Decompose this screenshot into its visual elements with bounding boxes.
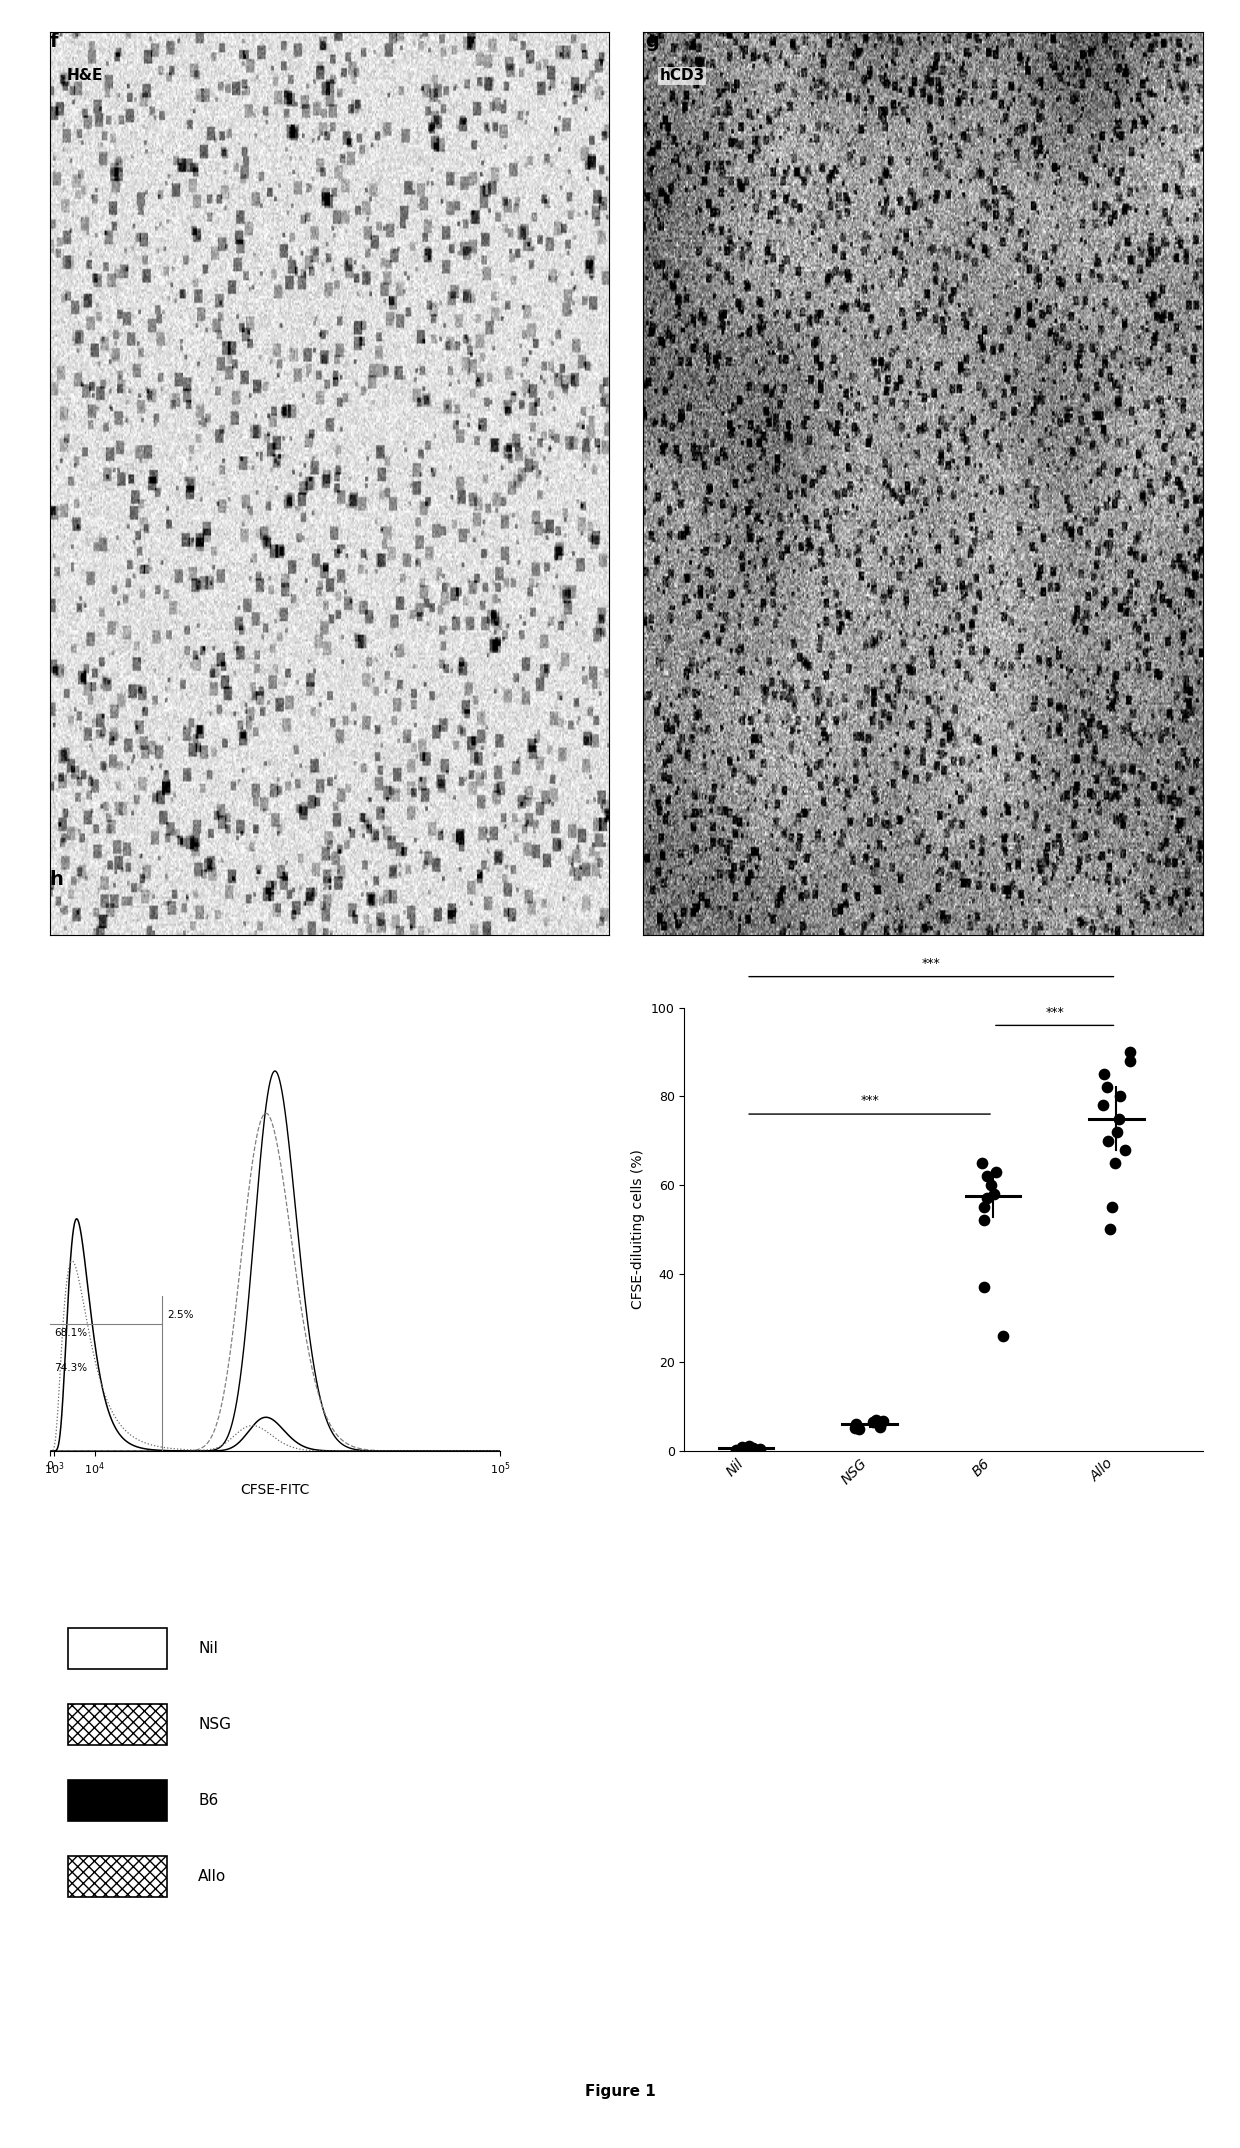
- Point: [1105, 1145, 1125, 1179]
- Point: [739, 1428, 759, 1463]
- Point: [1120, 1044, 1140, 1078]
- Text: hCD3: hCD3: [660, 69, 706, 84]
- Text: 74.3%: 74.3%: [55, 1364, 87, 1373]
- Text: f: f: [50, 32, 58, 52]
- Text: 2.5%: 2.5%: [167, 1310, 193, 1321]
- Point: [743, 1431, 763, 1465]
- Point: [981, 1169, 1001, 1203]
- Point: [973, 1190, 993, 1224]
- Point: [1096, 1070, 1116, 1104]
- Point: [1097, 1123, 1117, 1158]
- Point: [846, 1411, 866, 1446]
- Point: [1110, 1102, 1130, 1136]
- Point: [727, 1433, 746, 1467]
- Point: [1100, 1211, 1120, 1246]
- Point: [977, 1160, 997, 1194]
- Point: [1107, 1115, 1127, 1149]
- Point: [1092, 1089, 1112, 1123]
- Point: [1110, 1078, 1130, 1113]
- Point: [849, 1411, 869, 1446]
- Text: Allo: Allo: [198, 1869, 227, 1884]
- Point: [1102, 1190, 1122, 1224]
- Point: [750, 1433, 770, 1467]
- Point: [873, 1403, 893, 1437]
- Point: [1115, 1132, 1135, 1166]
- Text: H&E: H&E: [67, 69, 103, 84]
- Bar: [68, 1781, 167, 1822]
- Text: g: g: [645, 32, 658, 52]
- Y-axis label: CFSE-diluiting cells (%): CFSE-diluiting cells (%): [631, 1149, 645, 1310]
- Bar: [68, 1703, 167, 1744]
- Point: [975, 1269, 994, 1304]
- Text: Nil: Nil: [198, 1641, 218, 1656]
- Point: [973, 1203, 993, 1237]
- Text: 68.1%: 68.1%: [55, 1327, 87, 1338]
- Point: [972, 1145, 992, 1179]
- Bar: [68, 1628, 167, 1669]
- Point: [977, 1181, 997, 1216]
- Text: ***: ***: [921, 958, 941, 971]
- X-axis label: CFSE-FITC: CFSE-FITC: [241, 1482, 310, 1497]
- Bar: [68, 1856, 167, 1897]
- Point: [847, 1407, 867, 1441]
- Point: [1094, 1057, 1114, 1091]
- Text: NSG: NSG: [198, 1716, 232, 1731]
- Point: [983, 1177, 1003, 1211]
- Point: [870, 1409, 890, 1443]
- Point: [993, 1319, 1013, 1353]
- Point: [866, 1403, 885, 1437]
- Text: h: h: [50, 870, 63, 889]
- Text: ***: ***: [861, 1095, 879, 1108]
- Point: [1120, 1035, 1140, 1070]
- Text: Figure 1: Figure 1: [584, 2084, 656, 2099]
- Point: [986, 1153, 1006, 1188]
- Point: [863, 1405, 883, 1439]
- Text: ***: ***: [1045, 1005, 1064, 1018]
- Text: B6: B6: [198, 1794, 218, 1809]
- Point: [733, 1428, 753, 1463]
